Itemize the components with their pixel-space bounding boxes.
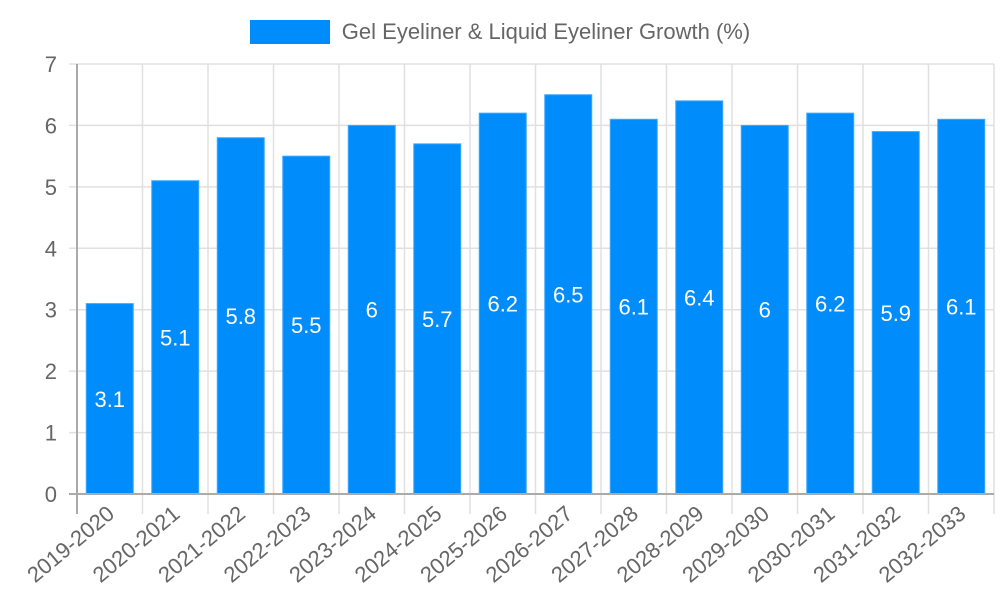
bar[interactable] — [413, 143, 462, 495]
bar-value-label: 5.9 — [880, 301, 911, 326]
y-tick-label: 0 — [45, 482, 57, 507]
grid-lines — [69, 63, 995, 514]
y-tick-label: 1 — [45, 421, 57, 446]
bar[interactable] — [85, 303, 134, 495]
bar[interactable] — [675, 100, 724, 495]
bar[interactable] — [151, 180, 200, 495]
bar-value-label: 6.4 — [684, 285, 715, 310]
bar-value-label: 6.1 — [946, 295, 977, 320]
bar-value-label: 5.1 — [160, 325, 191, 350]
legend-swatch[interactable] — [249, 20, 330, 44]
bar-value-label: 3.1 — [94, 387, 125, 412]
chart-legend: Gel Eyeliner & Liquid Eyeliner Growth (%… — [0, 19, 1000, 45]
bars: 3.1 5.1 5.8 5.5 6 5.7 6.2 6.5 6.1 6.4 6 6.2 5.9 6.1 — [85, 94, 986, 495]
y-tick-label: 3 — [45, 298, 57, 323]
bar[interactable] — [740, 124, 789, 495]
bar-value-label: 5.7 — [422, 307, 453, 332]
y-tick-label: 6 — [45, 113, 57, 138]
bar-value-label: 5.5 — [291, 313, 322, 338]
y-tick-label: 7 — [45, 52, 57, 77]
bar[interactable] — [282, 155, 331, 495]
bar[interactable] — [216, 137, 265, 495]
bar[interactable] — [937, 118, 986, 495]
bar[interactable] — [347, 124, 396, 495]
bar[interactable] — [478, 112, 527, 495]
y-axis: 0 1 2 3 4 5 6 7 — [45, 52, 57, 507]
bar-value-label: 6.1 — [618, 295, 649, 320]
bar-value-label: 6.5 — [553, 282, 584, 307]
bar[interactable] — [609, 118, 658, 495]
bar-value-label: 5.8 — [225, 304, 256, 329]
legend-label: Gel Eyeliner & Liquid Eyeliner Growth (%… — [341, 19, 751, 44]
y-tick-label: 5 — [45, 175, 57, 200]
bar-value-label: 6 — [759, 298, 771, 323]
y-tick-label: 4 — [45, 236, 57, 261]
bar-value-label: 6.2 — [487, 292, 518, 317]
bar-value-label: 6.2 — [815, 292, 846, 317]
bar-value-label: 6 — [366, 298, 378, 323]
bar[interactable] — [544, 94, 593, 495]
bar[interactable] — [806, 112, 855, 495]
y-tick-label: 2 — [45, 359, 57, 384]
bar[interactable] — [871, 131, 920, 495]
x-axis: 2019-20202020-20212021-20222022-20232023… — [22, 493, 994, 587]
